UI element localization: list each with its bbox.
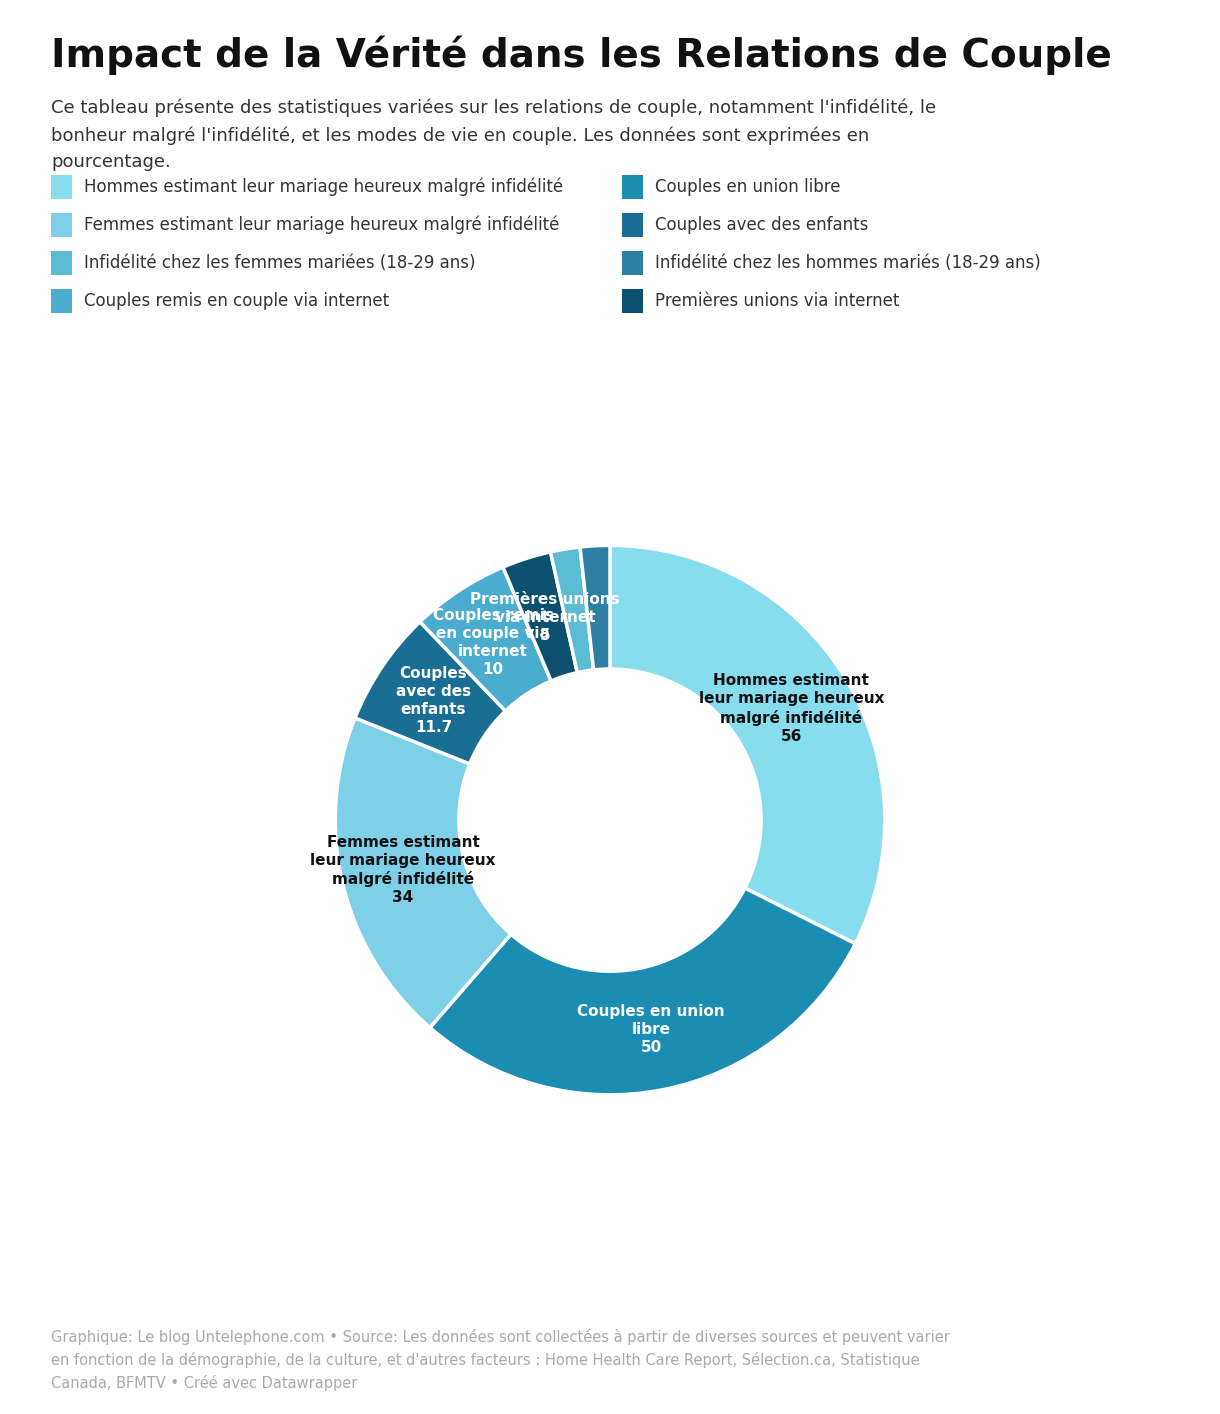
- Text: Graphique: Le blog Untelephone.com • Source: Les données sont collectées à parti: Graphique: Le blog Untelephone.com • Sou…: [51, 1329, 950, 1391]
- Text: Infidélité chez les hommes mariés (18-29 ans): Infidélité chez les hommes mariés (18-29…: [655, 255, 1041, 271]
- Wedge shape: [355, 622, 505, 764]
- Text: Ce tableau présente des statistiques variées sur les relations de couple, notamm: Ce tableau présente des statistiques var…: [51, 99, 937, 171]
- Wedge shape: [336, 718, 511, 1028]
- Text: Hommes estimant
leur mariage heureux
malgré infidélité
56: Hommes estimant leur mariage heureux mal…: [699, 673, 884, 744]
- Text: Impact de la Vérité dans les Relations de Couple: Impact de la Vérité dans les Relations d…: [51, 35, 1111, 75]
- Text: Couples en union
libre
50: Couples en union libre 50: [577, 1004, 725, 1055]
- Text: Couples remis en couple via internet: Couples remis en couple via internet: [84, 293, 389, 310]
- Text: Femmes estimant leur mariage heureux malgré infidélité: Femmes estimant leur mariage heureux mal…: [84, 215, 560, 235]
- Text: Couples
avec des
enfants
11.7: Couples avec des enfants 11.7: [396, 666, 471, 735]
- Text: Hommes estimant leur mariage heureux malgré infidélité: Hommes estimant leur mariage heureux mal…: [84, 177, 564, 197]
- Wedge shape: [550, 547, 594, 673]
- Wedge shape: [610, 546, 884, 943]
- Text: Couples remis
en couple via
internet
10: Couples remis en couple via internet 10: [433, 608, 554, 677]
- Wedge shape: [503, 551, 577, 682]
- Text: Infidélité chez les femmes mariées (18-29 ans): Infidélité chez les femmes mariées (18-2…: [84, 255, 476, 271]
- Text: Couples en union libre: Couples en union libre: [655, 178, 841, 195]
- Wedge shape: [420, 567, 551, 711]
- Text: Premières unions via internet: Premières unions via internet: [655, 293, 899, 310]
- Text: Femmes estimant
leur mariage heureux
malgré infidélité
34: Femmes estimant leur mariage heureux mal…: [310, 836, 495, 905]
- Wedge shape: [580, 546, 610, 670]
- Text: Couples avec des enfants: Couples avec des enfants: [655, 216, 869, 233]
- Wedge shape: [429, 888, 855, 1094]
- Text: Premières unions
via internet
5: Premières unions via internet 5: [471, 592, 620, 643]
